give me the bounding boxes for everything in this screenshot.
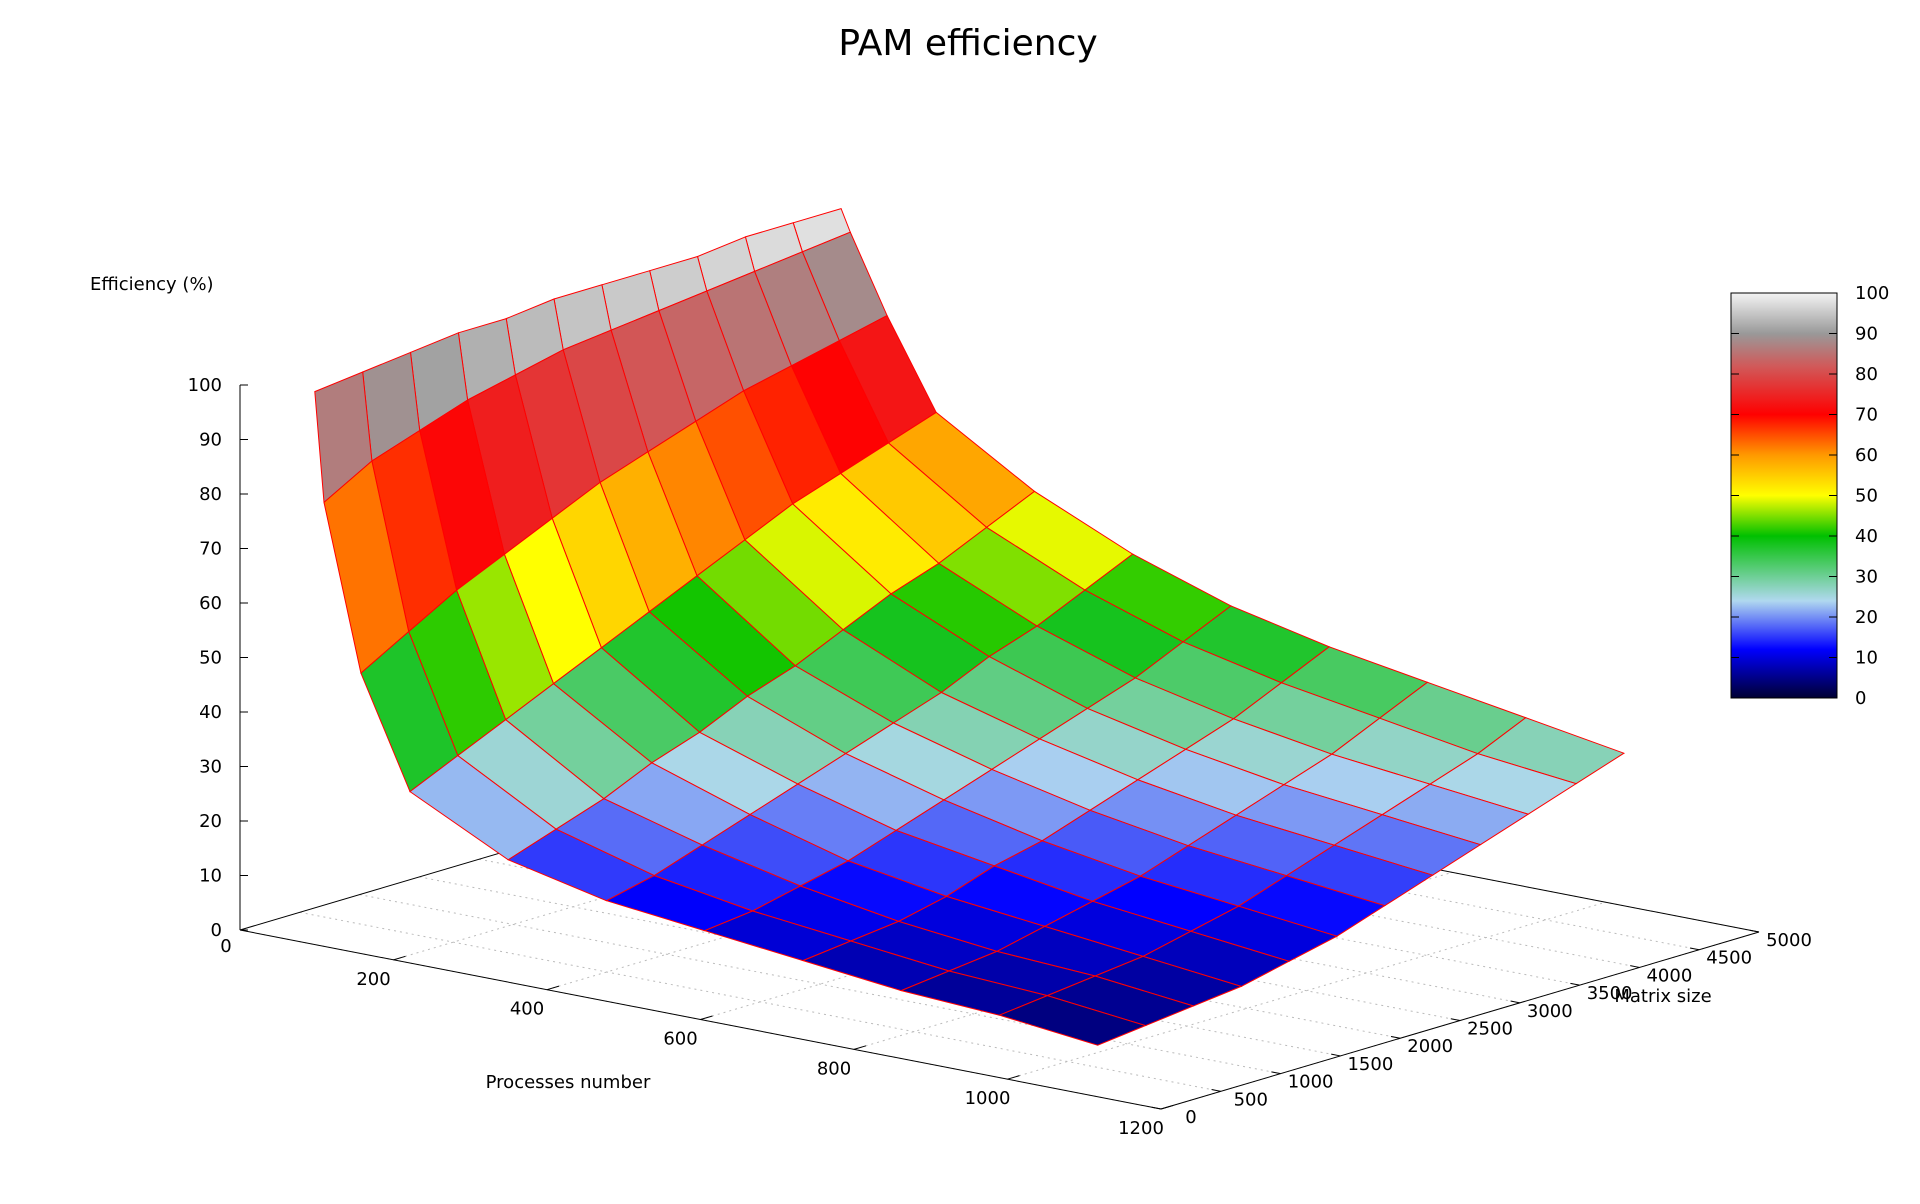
- y-tick-mark: [1570, 982, 1580, 986]
- x-tick-label: 600: [663, 1029, 697, 1050]
- colorbar-tick-label: 90: [1855, 324, 1878, 345]
- y-tick-mark: [1390, 1035, 1401, 1039]
- colorbar: 0 10 20 30 40 50 60 70 80 90 100: [1730, 283, 1889, 709]
- y-tick-label: 1500: [1347, 1054, 1393, 1075]
- grid-line: [1007, 901, 1606, 1080]
- y-tick-mark: [1331, 1053, 1341, 1057]
- colorbar-tick-label: 20: [1855, 607, 1878, 628]
- y-tick-label: 5000: [1766, 930, 1812, 951]
- z-tick-label: 70: [199, 539, 222, 560]
- x-tick-label: 800: [817, 1058, 851, 1079]
- z-tick-label: 90: [199, 430, 222, 451]
- grid-line: [359, 894, 1281, 1075]
- y-axis-line: [1160, 931, 1760, 1110]
- z-tick-label: 40: [199, 702, 222, 723]
- colorbar-tick-label: 60: [1855, 445, 1878, 466]
- colorbar-gradient: [1730, 292, 1838, 699]
- y-tick-label: 2000: [1407, 1036, 1453, 1057]
- z-tick-label: 80: [199, 484, 222, 505]
- y-tick-mark: [1271, 1071, 1281, 1075]
- x-tick-mark: [853, 1045, 867, 1050]
- y-tick-label: 4500: [1706, 948, 1752, 969]
- grid-line: [853, 871, 1453, 1050]
- colorbar-tick-label: 70: [1855, 405, 1878, 426]
- y-tick-mark: [1450, 1018, 1461, 1022]
- x-tick-mark: [1007, 1075, 1020, 1080]
- y-tick-mark: [1151, 1106, 1162, 1110]
- x-axis-label: Processes number: [486, 1072, 651, 1093]
- z-tick-label: 20: [199, 811, 222, 832]
- y-tick-mark: [1689, 947, 1700, 951]
- chart-title: PAM efficiency: [838, 23, 1097, 64]
- y-tick-mark: [1749, 929, 1760, 933]
- y-tick-mark: [1211, 1089, 1221, 1092]
- x-tick-label: 1200: [1118, 1118, 1164, 1139]
- colorbar-tick-label: 100: [1855, 283, 1889, 304]
- y-tick-label: 500: [1234, 1089, 1268, 1110]
- z-tick-label: 100: [188, 375, 222, 396]
- z-tick-label: 30: [199, 757, 222, 778]
- grid-line: [393, 782, 992, 961]
- colorbar-tick-label: 50: [1855, 486, 1878, 507]
- y-tick-label: 1000: [1288, 1072, 1334, 1093]
- colorbar-tick-label: 30: [1855, 567, 1878, 588]
- y-axis-label: Matrix size: [1614, 986, 1711, 1007]
- colorbar-tick-label: 40: [1855, 526, 1878, 547]
- y-tick-mark: [1630, 965, 1640, 968]
- y-tick-label: 3000: [1527, 1001, 1573, 1022]
- y-tick-label: 0: [1185, 1107, 1196, 1128]
- y-tick-label: 4000: [1646, 965, 1692, 986]
- x-tick-mark: [393, 955, 406, 961]
- y-tick-mark: [1510, 1000, 1520, 1004]
- z-tick-label: 0: [211, 920, 222, 941]
- z-tick-label: 10: [199, 866, 222, 887]
- x-tick-mark: [1160, 1105, 1174, 1110]
- grid-line: [546, 812, 1146, 991]
- x-tick-label: 400: [510, 999, 544, 1020]
- colorbar-tick-label: 0: [1855, 688, 1866, 709]
- surface-plot: [314, 207, 1626, 1046]
- origin-tick-label: 0: [220, 936, 231, 957]
- colorbar-ticks: 0 10 20 30 40 50 60 70 80 90 100: [1731, 283, 1889, 709]
- x-tick-label: 1000: [965, 1088, 1011, 1109]
- x-tick-mark: [546, 985, 560, 991]
- tick-labels: 0 10 20 30 40 50 60 70 80 90 100 200 400 600 800 1000 12…: [188, 375, 1812, 1139]
- surface-cell: [997, 995, 1147, 1046]
- y-tick-label: 3500: [1587, 983, 1633, 1004]
- grid-line: [299, 911, 1221, 1092]
- z-tick-label: 50: [199, 648, 222, 669]
- colorbar-tick-label: 80: [1855, 364, 1878, 385]
- x-tick-label: 200: [356, 969, 390, 990]
- grid-line: [700, 842, 1299, 1020]
- colorbar-tick-label: 10: [1855, 648, 1878, 669]
- x-tick-mark: [700, 1015, 713, 1020]
- y-tick-label: 2500: [1467, 1019, 1513, 1040]
- z-tick-label: 60: [199, 593, 222, 614]
- z-axis-label: Efficiency (%): [90, 274, 214, 295]
